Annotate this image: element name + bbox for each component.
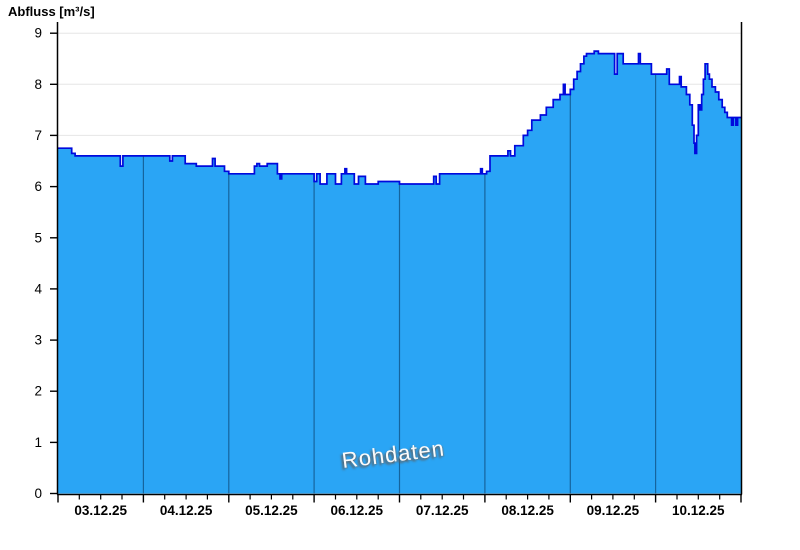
y-tick-label: 4	[34, 281, 42, 296]
x-date-label: 03.12.25	[74, 503, 127, 518]
series-line-rohdaten	[58, 50, 741, 185]
x-date-label: 08.12.25	[501, 503, 554, 518]
y-tick-label: 6	[34, 179, 42, 194]
y-tick-label: 9	[34, 26, 42, 41]
y-tick-label: 2	[34, 384, 42, 399]
x-date-label: 05.12.25	[245, 503, 298, 518]
y-tick-label: 1	[34, 435, 42, 450]
y-tick-label: 7	[34, 128, 42, 143]
x-date-label: 06.12.25	[331, 503, 384, 518]
x-date-label: 04.12.25	[160, 503, 213, 518]
y-tick-label: 5	[34, 230, 42, 245]
x-date-label: 07.12.25	[416, 503, 469, 518]
x-date-label: 10.12.25	[672, 503, 725, 518]
y-tick-label: 8	[34, 77, 42, 92]
y-tick-label: 3	[34, 333, 42, 348]
y-axis-title: Abfluss [m³/s]	[8, 4, 95, 19]
y-tick-label: 0	[34, 486, 42, 501]
x-date-label: 09.12.25	[587, 503, 640, 518]
